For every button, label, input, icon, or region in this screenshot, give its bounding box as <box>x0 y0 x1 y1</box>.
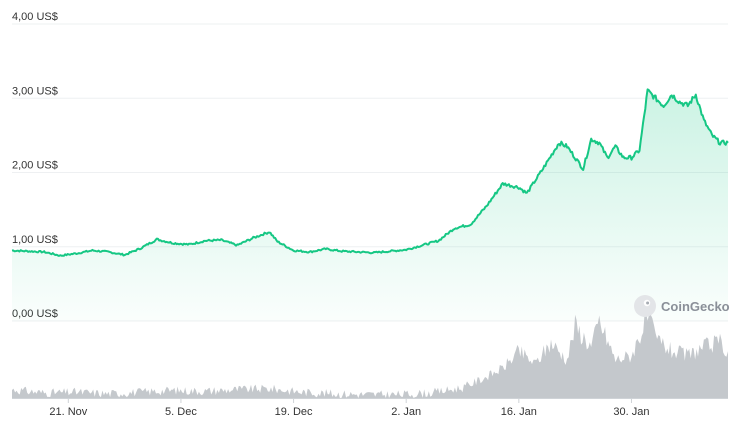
coingecko-watermark: CoinGecko <box>634 295 730 317</box>
x-tick-label: 5. Dec <box>165 406 197 418</box>
x-tick-label: 19. Dec <box>275 406 313 418</box>
watermark-text: CoinGecko <box>661 299 730 314</box>
y-tick-label: 2,00 US$ <box>12 160 58 172</box>
gecko-logo-icon <box>634 295 656 317</box>
gecko-pupil <box>646 301 650 305</box>
y-tick-label: 1,00 US$ <box>12 234 58 246</box>
y-tick-label: 3,00 US$ <box>12 85 58 97</box>
x-axis: 21. Nov 5. Dec 19. Dec 2. Jan 16. Jan 30. Jan <box>49 398 650 418</box>
price-line <box>11 88 729 257</box>
price-area <box>12 89 728 322</box>
x-tick-label: 16. Jan <box>501 406 537 418</box>
volume-area <box>12 313 728 398</box>
x-tick-label: 21. Nov <box>49 406 87 418</box>
y-tick-label: 4,00 US$ <box>12 11 58 23</box>
x-tick-label: 30. Jan <box>613 406 649 418</box>
x-tick-label: 2. Jan <box>391 406 421 418</box>
